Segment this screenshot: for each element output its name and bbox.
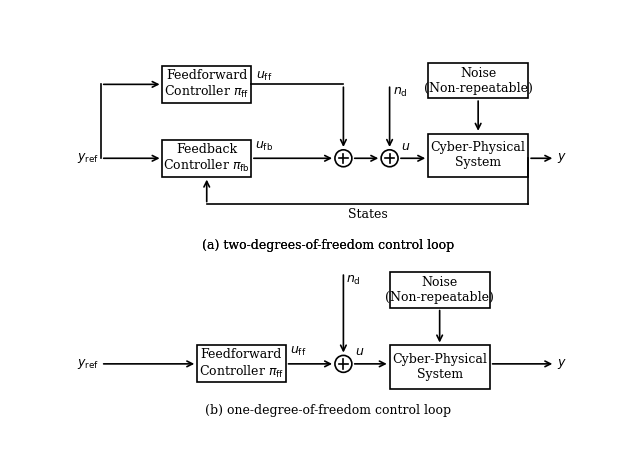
Text: (b) one-degree-of-freedom control loop: (b) one-degree-of-freedom control loop bbox=[205, 405, 451, 417]
Text: $u_{\rm ff}$: $u_{\rm ff}$ bbox=[255, 70, 272, 83]
Text: $u$: $u$ bbox=[401, 140, 410, 153]
Text: (a) two-degrees-of-freedom control loop: (a) two-degrees-of-freedom control loop bbox=[202, 239, 454, 252]
Text: $u_{\rm fb}$: $u_{\rm fb}$ bbox=[255, 140, 273, 153]
Bar bbox=[163, 66, 251, 103]
Text: (a) two-degrees-of-freedom control loop: (a) two-degrees-of-freedom control loop bbox=[202, 239, 454, 252]
Bar bbox=[197, 346, 285, 382]
Text: Feedforward
Controller $\pi_{\rm ff}$: Feedforward Controller $\pi_{\rm ff}$ bbox=[199, 348, 284, 379]
Text: Cyber-Physical
System: Cyber-Physical System bbox=[392, 353, 487, 381]
Text: States: States bbox=[348, 208, 387, 221]
Text: Noise
(Non-repeatable): Noise (Non-repeatable) bbox=[424, 67, 532, 94]
Text: $y$: $y$ bbox=[557, 152, 567, 165]
Bar bbox=[428, 63, 528, 98]
Bar bbox=[428, 134, 528, 177]
Text: $n_{\rm d}$: $n_{\rm d}$ bbox=[346, 274, 361, 287]
Text: $n_{\rm d}$: $n_{\rm d}$ bbox=[393, 86, 408, 99]
Text: Noise
(Non-repeatable): Noise (Non-repeatable) bbox=[385, 276, 494, 304]
Text: $u$: $u$ bbox=[355, 346, 364, 358]
Text: $y_{\rm ref}$: $y_{\rm ref}$ bbox=[77, 357, 99, 371]
Text: Feedback
Controller $\pi_{\rm fb}$: Feedback Controller $\pi_{\rm fb}$ bbox=[163, 143, 250, 174]
Bar bbox=[163, 140, 251, 177]
Text: $y$: $y$ bbox=[557, 357, 567, 371]
Text: Feedforward
Controller $\pi_{\rm ff}$: Feedforward Controller $\pi_{\rm ff}$ bbox=[164, 68, 249, 100]
Text: $y_{\rm ref}$: $y_{\rm ref}$ bbox=[77, 152, 99, 165]
Bar bbox=[390, 346, 490, 388]
Bar bbox=[390, 272, 490, 308]
Text: Cyber-Physical
System: Cyber-Physical System bbox=[431, 141, 525, 169]
Text: $u_{\rm ff}$: $u_{\rm ff}$ bbox=[289, 346, 306, 358]
